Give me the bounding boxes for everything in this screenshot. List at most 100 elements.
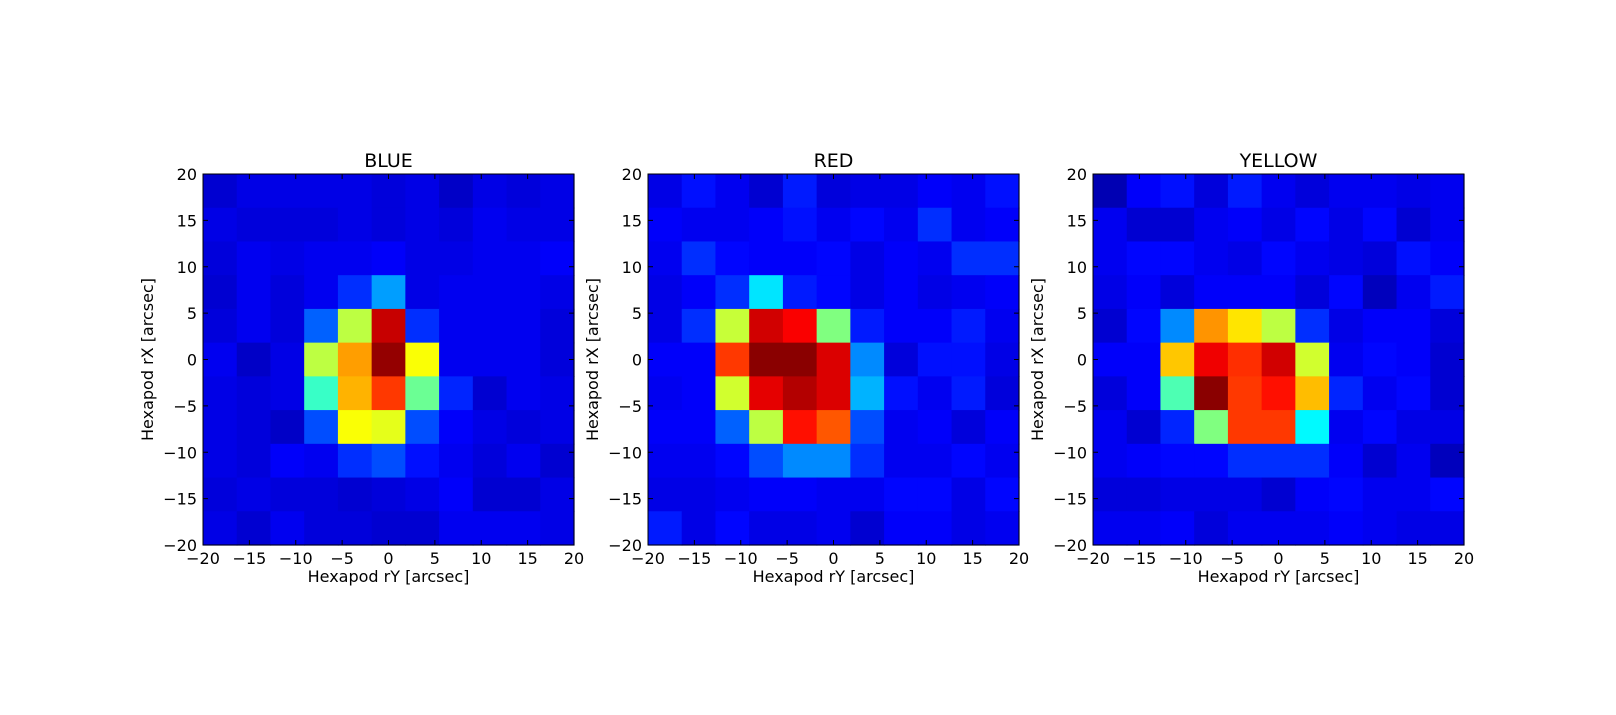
- heatmap-cell: [270, 511, 305, 546]
- heatmap-cell: [749, 174, 784, 209]
- heatmap-cell: [337, 275, 373, 310]
- heatmap-cell: [1396, 342, 1431, 377]
- heatmap-cell: [270, 410, 305, 445]
- heatmap-cell: [1227, 207, 1263, 243]
- heatmap-cell: [951, 207, 986, 243]
- heatmap-cell: [472, 207, 508, 243]
- heatmap-cell: [405, 342, 440, 377]
- heatmap-cell: [540, 342, 575, 377]
- heatmap-cell: [749, 376, 784, 411]
- heatmap-cell: [540, 308, 575, 344]
- heatmap-cell: [236, 376, 272, 411]
- heatmap-cell: [1362, 308, 1398, 344]
- heatmap-cell: [1160, 241, 1195, 276]
- heatmap-cell: [1227, 275, 1263, 310]
- heatmap-cell: [1126, 174, 1162, 209]
- y-tick-label: 10: [622, 258, 642, 277]
- heatmap-cell: [648, 376, 683, 411]
- x-tick-label: 20: [1009, 549, 1029, 568]
- heatmap-cell: [540, 443, 575, 479]
- heatmap-panel-blue: −20 −15 −10 −5 0 5 10 15 20 −20 −15 −10 −5 0 5 10 15 20 BL…: [138, 150, 584, 586]
- heatmap-cell: [816, 174, 851, 209]
- heatmap-cell: [1295, 477, 1330, 512]
- heatmap-cell: [749, 511, 784, 546]
- heatmap-cell: [715, 207, 750, 243]
- heatmap-cell: [236, 207, 272, 243]
- heatmap-cell: [816, 410, 851, 445]
- heatmap-cell: [749, 308, 784, 344]
- heatmap-cell: [884, 241, 919, 276]
- heatmap-cell: [884, 477, 919, 512]
- heatmap-cell: [816, 511, 851, 546]
- heatmap-cell: [1194, 376, 1229, 411]
- heatmap-cell: [1362, 443, 1398, 479]
- heatmap-cell: [917, 174, 953, 209]
- y-tick-label: −10: [163, 443, 197, 462]
- heatmap-cell: [1261, 511, 1296, 546]
- heatmap-cell: [1295, 308, 1330, 344]
- x-tick-label: −15: [232, 549, 266, 568]
- heatmap-cell: [1126, 477, 1162, 512]
- y-tick-label: −5: [1063, 397, 1087, 416]
- heatmap-cell: [203, 410, 238, 445]
- heatmap-cell: [816, 342, 851, 377]
- heatmap-cell: [337, 174, 373, 209]
- heatmap-cell: [1093, 477, 1128, 512]
- heatmap-cell: [236, 443, 272, 479]
- heatmap-cell: [917, 511, 953, 546]
- heatmap-cell: [405, 241, 440, 276]
- heatmap-cell: [1227, 174, 1263, 209]
- heatmap-cell: [270, 308, 305, 344]
- y-axis-label: Hexapod rX [arcsec]: [138, 278, 157, 441]
- x-tick-label: 20: [564, 549, 584, 568]
- heatmap-cell: [304, 207, 339, 243]
- heatmap-cell: [884, 342, 919, 377]
- heatmap-cell: [850, 275, 885, 310]
- heatmap-cell: [816, 207, 851, 243]
- x-tick-label: −15: [677, 549, 711, 568]
- heatmap-cell: [405, 511, 440, 546]
- heatmap-cell: [439, 410, 474, 445]
- x-tick-label: −10: [1169, 549, 1203, 568]
- y-tick-label: 15: [177, 211, 197, 230]
- heatmap-cell: [203, 241, 238, 276]
- heatmap-cell: [884, 511, 919, 546]
- heatmap-cell: [1295, 275, 1330, 310]
- heatmap-cell: [850, 410, 885, 445]
- heatmap-cell: [472, 511, 508, 546]
- x-tick-label: 15: [962, 549, 982, 568]
- heatmap-cell: [884, 275, 919, 310]
- heatmap-cell: [371, 443, 406, 479]
- heatmap-cell: [337, 477, 373, 512]
- heatmap-cell: [884, 376, 919, 411]
- heatmap-cell: [1160, 308, 1195, 344]
- heatmap-cell: [1430, 308, 1465, 344]
- heatmap-cell: [1194, 410, 1229, 445]
- heatmap-cell: [681, 308, 717, 344]
- heatmap-cell: [681, 376, 717, 411]
- heatmap-cell: [371, 308, 406, 344]
- heatmap-cell: [1160, 477, 1195, 512]
- x-tick-label: −20: [631, 549, 665, 568]
- y-tick-label: −20: [608, 536, 642, 555]
- x-tick-label: 0: [828, 549, 838, 568]
- heatmap-cell: [715, 477, 750, 512]
- heatmap-cell: [951, 241, 986, 276]
- x-tick-label: 5: [1320, 549, 1330, 568]
- heatmap-cell: [1362, 275, 1398, 310]
- heatmap-cell: [439, 342, 474, 377]
- x-tick-label: 15: [1407, 549, 1427, 568]
- heatmap-cell: [1329, 241, 1364, 276]
- heatmap-cell: [236, 241, 272, 276]
- heatmap-cell: [782, 376, 818, 411]
- x-tick-label: −15: [1122, 549, 1156, 568]
- y-tick-label: −15: [608, 490, 642, 509]
- heatmap-cell: [985, 477, 1020, 512]
- heatmap-cell: [1430, 174, 1465, 209]
- heatmap-cell: [270, 275, 305, 310]
- heatmap-cell: [1093, 376, 1128, 411]
- heatmap-cell: [1261, 275, 1296, 310]
- heatmap-cell: [1329, 174, 1364, 209]
- heatmap-cell: [681, 342, 717, 377]
